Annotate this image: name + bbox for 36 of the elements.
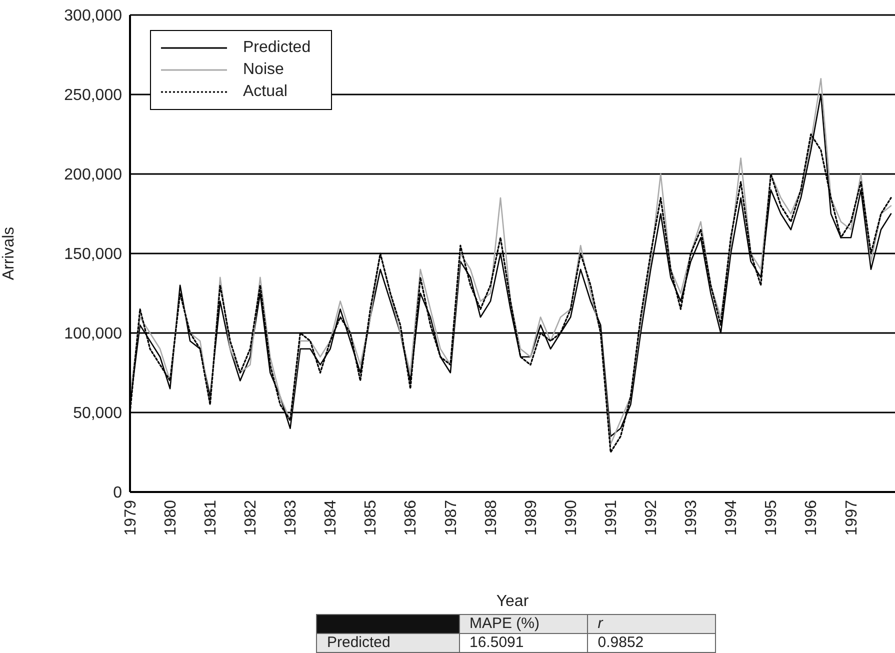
- x-tick-label: 1987: [442, 500, 460, 536]
- x-tick-label: 1981: [202, 500, 220, 536]
- text: MAPE (%): [459, 614, 588, 634]
- x-tick-label: 1997: [843, 500, 860, 536]
- x-tick-label: 1991: [602, 500, 620, 536]
- y-axis-title: Arrivals: [0, 226, 18, 280]
- x-tick-label: 1984: [322, 500, 340, 536]
- x-tick-label: 1989: [522, 500, 540, 536]
- legend-label: Noise: [243, 60, 284, 80]
- y-tick-label: 0: [113, 484, 122, 502]
- x-tick-label: 1985: [362, 500, 380, 536]
- x-tick-label: 1988: [482, 500, 500, 536]
- y-tick-label: 250,000: [64, 87, 122, 104]
- x-tick-label: 1982: [242, 500, 260, 536]
- legend-label: Predicted: [243, 38, 311, 58]
- x-axis-title: Year: [496, 593, 530, 610]
- x-tick-label: 1980: [162, 500, 180, 536]
- legend-label: Actual: [243, 82, 288, 102]
- x-tick-label: 1986: [402, 500, 420, 536]
- text: 16.5091: [459, 634, 588, 652]
- text: r: [587, 614, 716, 634]
- y-tick-label: 50,000: [73, 405, 122, 422]
- y-tick-label: 300,000: [64, 8, 122, 25]
- y-tick-label: 100,000: [64, 326, 122, 343]
- y-tick-label: 150,000: [64, 246, 122, 264]
- x-tick-label: 1994: [723, 500, 740, 536]
- text: Predicted: [316, 634, 459, 652]
- x-tick-label: 1990: [562, 500, 580, 536]
- text: 0.9852: [587, 634, 716, 652]
- y-tick-label: 200,000: [64, 166, 122, 184]
- x-tick-label: 1993: [683, 500, 700, 536]
- x-tick-label: 1992: [643, 500, 660, 536]
- x-tick-label: 1979: [122, 500, 140, 536]
- x-tick-label: 1995: [763, 500, 780, 536]
- x-tick-label: 1996: [803, 500, 820, 536]
- x-tick-label: 1983: [282, 500, 300, 536]
